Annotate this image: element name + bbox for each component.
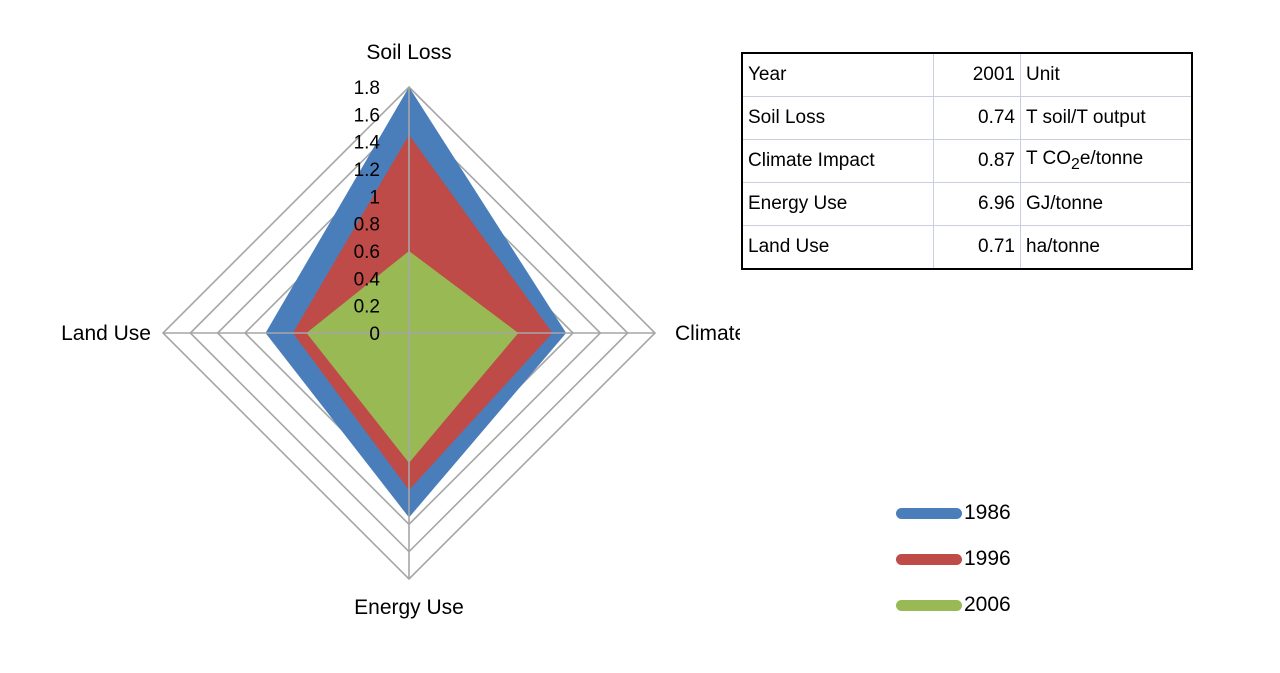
table-cell-value: 0.87 bbox=[933, 139, 1021, 183]
tick-label: 1.4 bbox=[354, 133, 381, 154]
table-cell-key: Land Use bbox=[741, 225, 934, 270]
data-table: Year 2001 Unit Soil Loss 0.74 T soil/T o… bbox=[741, 52, 1193, 270]
axis-label: Energy Use bbox=[354, 596, 464, 619]
axis-label: Soil Loss bbox=[366, 41, 451, 64]
unit-prefix: T CO bbox=[1026, 148, 1072, 170]
table-cell-unit: GJ/tonne bbox=[1020, 182, 1193, 226]
table-cell-key: Soil Loss bbox=[741, 96, 934, 140]
legend-swatch bbox=[896, 507, 962, 519]
tick-label: 1.6 bbox=[354, 105, 380, 126]
tick-label: 0.8 bbox=[354, 215, 380, 236]
table-cell-key: Year bbox=[741, 52, 934, 97]
unit-suffix: e/tonne bbox=[1079, 148, 1144, 170]
table-cell-key: Climate Impact bbox=[741, 139, 934, 183]
table-cell-value: 2001 bbox=[933, 52, 1021, 97]
radar-tick-labels: 0 0.2 0.4 0.6 0.8 1 1.2 1.4 1.6 1.8 bbox=[354, 78, 381, 345]
table-row: Energy Use 6.96 GJ/tonne bbox=[741, 182, 1193, 226]
tick-label: 0.6 bbox=[354, 242, 380, 263]
legend-item-1996: 1996 bbox=[896, 536, 1011, 582]
table-cell-value: 0.71 bbox=[933, 225, 1021, 270]
radar-axis-labels: Soil Loss Climate Impact Energy Use Land Us… bbox=[61, 41, 740, 619]
axis-label: Land Use bbox=[61, 322, 151, 345]
table-row: Year 2001 Unit bbox=[741, 52, 1193, 97]
table-cell-value: 6.96 bbox=[933, 182, 1021, 226]
legend-label: 2006 bbox=[964, 593, 1011, 616]
table-row: Soil Loss 0.74 T soil/T output bbox=[741, 96, 1193, 140]
legend: 1986 1996 2006 bbox=[896, 490, 1011, 628]
table-cell-unit: T soil/T output bbox=[1020, 96, 1193, 140]
table-cell-value: 0.74 bbox=[933, 96, 1021, 140]
tick-label: 1.2 bbox=[354, 160, 380, 181]
series-area-2006 bbox=[306, 251, 519, 463]
table-cell-unit: ha/tonne bbox=[1020, 225, 1193, 270]
table-cell-unit: T CO2e/tonne bbox=[1020, 139, 1193, 183]
tick-label: 1.8 bbox=[354, 78, 380, 99]
legend-swatch bbox=[896, 553, 962, 565]
tick-label: 1 bbox=[369, 187, 380, 208]
radar-series bbox=[163, 87, 655, 579]
legend-item-2006: 2006 bbox=[896, 582, 1011, 628]
radar-chart: 0 0.2 0.4 0.6 0.8 1 1.2 1.4 1.6 1.8 Soil Loss Clim… bbox=[61, 41, 740, 619]
legend-label: 1996 bbox=[964, 547, 1011, 570]
tick-label: 0.4 bbox=[354, 269, 381, 290]
tick-label: 0 bbox=[369, 324, 380, 345]
table-row: Climate Impact 0.87 T CO2e/tonne bbox=[741, 139, 1193, 183]
table-cell-key: Energy Use bbox=[741, 182, 934, 226]
table-cell-unit: Unit bbox=[1020, 52, 1193, 97]
unit-subscript: 2 bbox=[1071, 155, 1080, 173]
tick-label: 0.2 bbox=[354, 297, 380, 318]
legend-item-1986: 1986 bbox=[896, 490, 1011, 536]
legend-swatch bbox=[896, 599, 962, 611]
table-row: Land Use 0.71 ha/tonne bbox=[741, 225, 1193, 270]
axis-label: Climate Impact bbox=[675, 322, 740, 345]
legend-label: 1986 bbox=[964, 501, 1011, 524]
